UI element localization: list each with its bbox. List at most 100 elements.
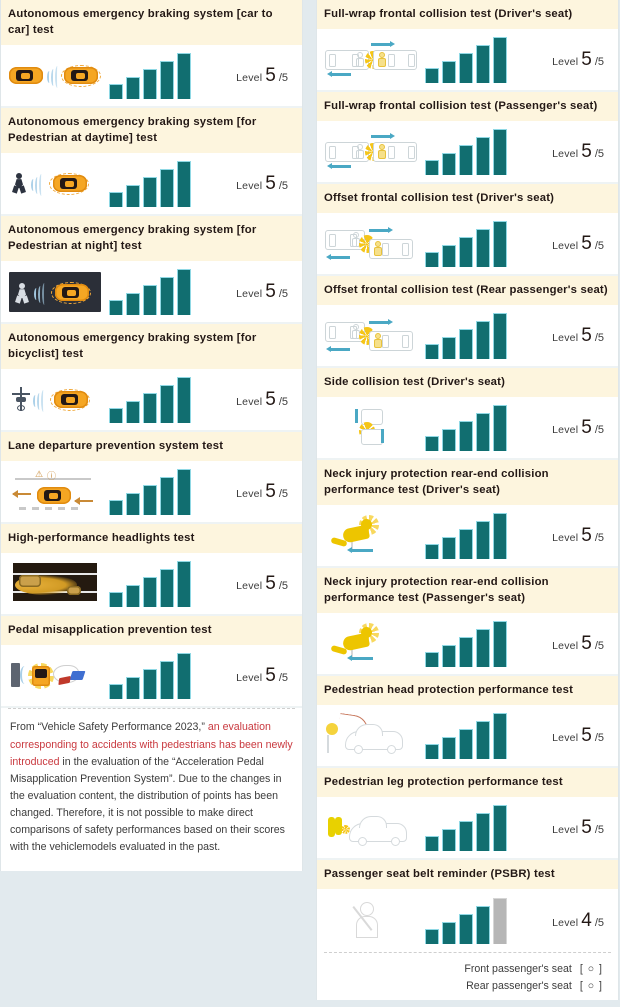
bar-2 bbox=[442, 829, 456, 852]
level-value: 5 bbox=[265, 389, 276, 411]
level-label: Level 4 /5 bbox=[552, 910, 612, 932]
bar-4 bbox=[160, 569, 174, 608]
test-title: Autonomous emergency braking system [for… bbox=[1, 216, 302, 263]
bar-5 bbox=[177, 161, 191, 208]
level-max: /5 bbox=[594, 824, 604, 837]
level-value: 5 bbox=[265, 65, 276, 87]
footnote: From “Vehicle Safety Performance 2023,” … bbox=[8, 708, 295, 871]
level-max: /5 bbox=[594, 332, 604, 345]
bar-2 bbox=[442, 337, 456, 360]
test-row: Neck injury protection rear-end collisio… bbox=[317, 460, 618, 569]
level-value: 5 bbox=[265, 281, 276, 303]
bar-4 bbox=[160, 277, 174, 316]
bar-2 bbox=[442, 61, 456, 84]
bar-1 bbox=[425, 344, 439, 360]
test-row: Full-wrap frontal collision test (Driver… bbox=[317, 0, 618, 93]
level-max: /5 bbox=[278, 580, 288, 593]
level-bar-chart bbox=[425, 513, 511, 560]
level-max: /5 bbox=[278, 672, 288, 685]
level-bar-chart bbox=[109, 561, 195, 608]
bar-1 bbox=[425, 68, 439, 84]
bar-4 bbox=[476, 413, 490, 452]
bar-3 bbox=[459, 145, 473, 176]
bar-1 bbox=[109, 408, 123, 424]
offset-frontal-collision-icon bbox=[323, 219, 419, 269]
bar-3 bbox=[459, 421, 473, 452]
psbr-note-row: Front passenger's seat [ ○ ] bbox=[326, 961, 609, 977]
car-to-car-aeb-icon bbox=[7, 51, 103, 101]
level-value: 5 bbox=[581, 817, 592, 839]
level-value: 5 bbox=[581, 141, 592, 163]
test-title: High-performance headlights test bbox=[1, 524, 302, 555]
test-result: Level 5 /5 bbox=[317, 506, 618, 569]
test-row: High-performance headlights test bbox=[1, 524, 302, 617]
level-word: Level bbox=[236, 180, 263, 193]
bar-4 bbox=[160, 61, 174, 100]
psbr-note-mark: [ ○ ] bbox=[579, 979, 603, 992]
level-bar-chart bbox=[425, 129, 511, 176]
bar-5 bbox=[493, 313, 507, 360]
level-max: /5 bbox=[594, 640, 604, 653]
bar-1 bbox=[425, 436, 439, 452]
level-label: Level 5 /5 bbox=[236, 481, 296, 503]
bar-4 bbox=[476, 521, 490, 560]
level-value: 5 bbox=[265, 573, 276, 595]
bar-3 bbox=[459, 329, 473, 360]
test-title: Neck injury protection rear-end collisio… bbox=[317, 568, 618, 615]
psbr-note-row: Rear passenger's seat [ ○ ] bbox=[326, 978, 609, 994]
bar-1 bbox=[109, 84, 123, 100]
test-row: Side collision test (Driver's seat) bbox=[317, 368, 618, 461]
level-label: Level 5 /5 bbox=[236, 281, 296, 303]
level-word: Level bbox=[236, 672, 263, 685]
footnote-part-1: From “Vehicle Safety Performance 2023,” bbox=[10, 721, 208, 734]
test-row: Autonomous emergency braking system [for… bbox=[1, 324, 302, 433]
neck-injury-rear-end-icon bbox=[323, 619, 419, 669]
bar-2 bbox=[126, 293, 140, 316]
level-max: /5 bbox=[594, 532, 604, 545]
level-label: Level 5 /5 bbox=[236, 573, 296, 595]
level-word: Level bbox=[552, 424, 579, 437]
test-row: Autonomous emergency braking system [car… bbox=[1, 0, 302, 109]
level-word: Level bbox=[552, 332, 579, 345]
bar-1 bbox=[425, 929, 439, 945]
bar-3 bbox=[143, 177, 157, 208]
bar-2 bbox=[442, 645, 456, 668]
test-result: ⚠ ⓘ Level 5 /5 bbox=[1, 462, 302, 525]
test-title: Full-wrap frontal collision test (Passen… bbox=[317, 92, 618, 123]
test-row: Pedal misapplication prevention test bbox=[1, 616, 302, 709]
level-bar-chart bbox=[109, 377, 195, 424]
test-row: Neck injury protection rear-end collisio… bbox=[317, 568, 618, 677]
bar-2 bbox=[126, 401, 140, 424]
side-collision-icon bbox=[323, 403, 419, 453]
level-bar-chart bbox=[425, 898, 511, 945]
level-word: Level bbox=[552, 240, 579, 253]
level-label: Level 5 /5 bbox=[236, 665, 296, 687]
bar-3 bbox=[143, 285, 157, 316]
level-value: 5 bbox=[265, 665, 276, 687]
test-title: Autonomous emergency braking system [for… bbox=[1, 324, 302, 371]
level-bar-chart bbox=[109, 469, 195, 516]
bar-1 bbox=[425, 544, 439, 560]
test-result: Level 5 /5 bbox=[317, 122, 618, 185]
level-label: Level 5 /5 bbox=[552, 817, 612, 839]
level-value: 5 bbox=[581, 233, 592, 255]
bar-5 bbox=[177, 653, 191, 700]
bar-1 bbox=[425, 836, 439, 852]
bar-4 bbox=[476, 629, 490, 668]
left-column: Autonomous emergency braking system [car… bbox=[0, 0, 303, 871]
offset-frontal-collision-icon bbox=[323, 311, 419, 361]
bar-3 bbox=[459, 914, 473, 945]
lane-departure-icon: ⚠ ⓘ bbox=[7, 467, 103, 517]
footnote-part-2: in the evaluation of the “Acceleration P… bbox=[10, 755, 285, 854]
bar-3 bbox=[459, 237, 473, 268]
bar-4 bbox=[476, 45, 490, 84]
bar-4 bbox=[476, 906, 490, 945]
bar-3 bbox=[459, 637, 473, 668]
level-label: Level 5 /5 bbox=[552, 633, 612, 655]
test-title: Pedal misapplication prevention test bbox=[1, 616, 302, 647]
test-result: Level 5 /5 bbox=[1, 554, 302, 617]
level-value: 5 bbox=[265, 481, 276, 503]
bar-1 bbox=[109, 192, 123, 208]
right-column: Full-wrap frontal collision test (Driver… bbox=[316, 0, 619, 1001]
